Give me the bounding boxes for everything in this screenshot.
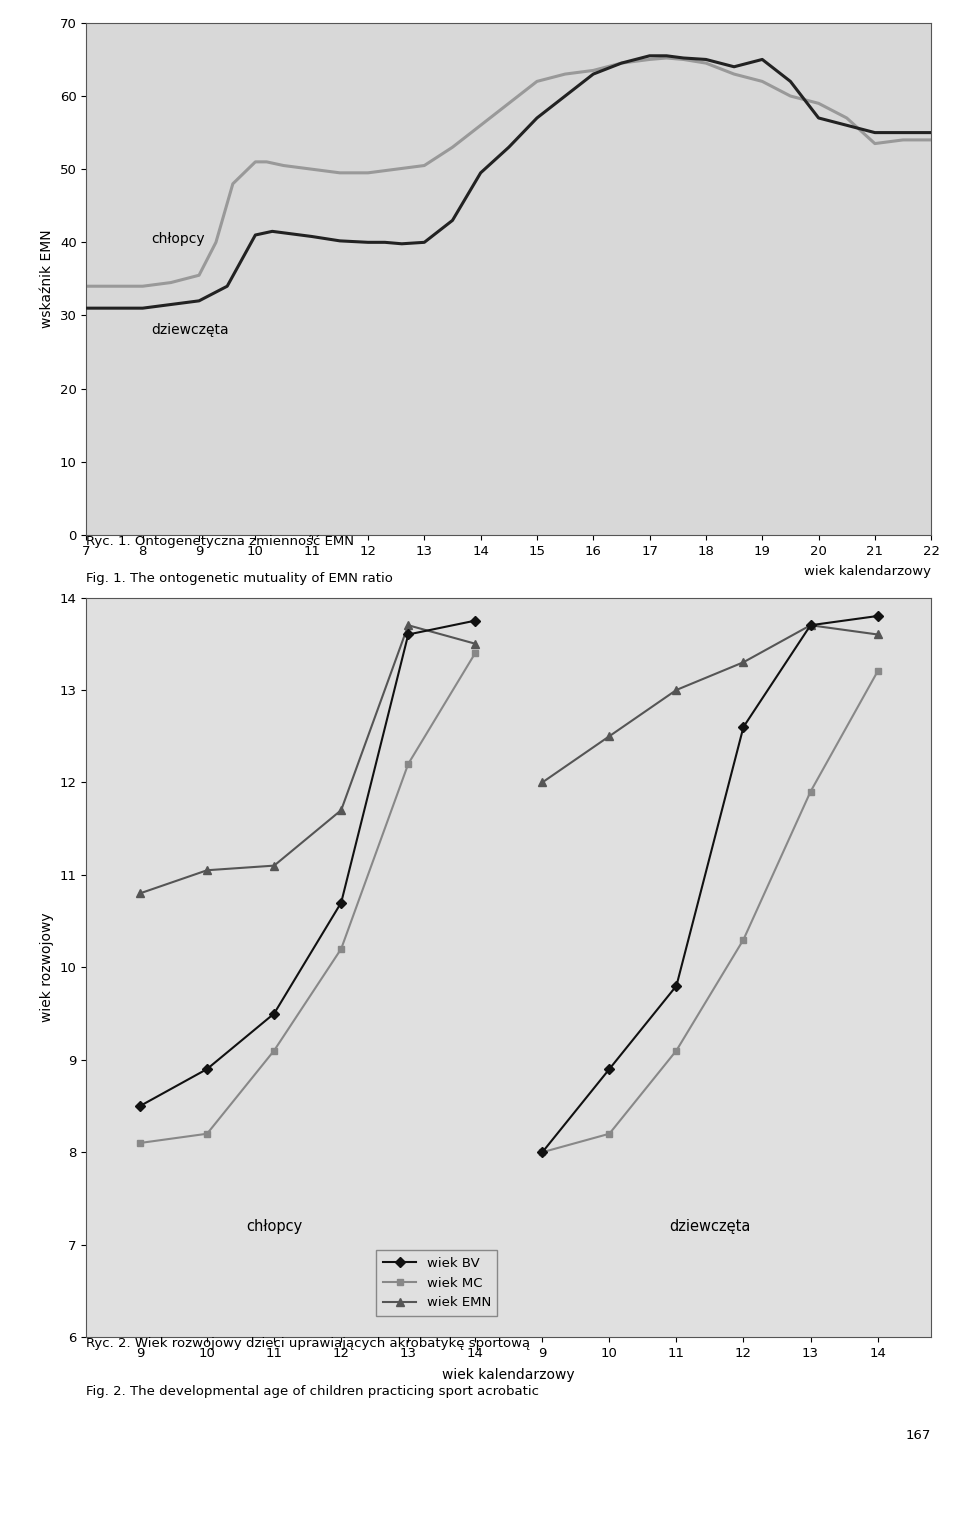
Text: chłopcy: chłopcy [246,1218,302,1234]
Bar [495,598,951,1337]
Text: dziewczęta: dziewczęta [151,323,228,337]
Text: 167: 167 [906,1429,931,1443]
Text: dziewczęta: dziewczęta [669,1218,751,1234]
Text: wiek kalendarzowy: wiek kalendarzowy [443,1368,575,1382]
Y-axis label: wiek rozwojowy: wiek rozwojowy [40,912,54,1022]
Text: Ryc. 1. Ontogenetyczna zmienność EMN: Ryc. 1. Ontogenetyczna zmienność EMN [86,535,354,547]
Y-axis label: wskaźnik EMN: wskaźnik EMN [40,230,55,328]
Text: Fig. 2. The developmental age of children practicing sport acrobatic: Fig. 2. The developmental age of childre… [86,1385,540,1398]
Legend: wiek BV, wiek MC, wiek EMN: wiek BV, wiek MC, wiek EMN [376,1250,497,1316]
Text: Ryc. 2. Wiek rozwojowy dzieci uprawiających akrobatykę sportową: Ryc. 2. Wiek rozwojowy dzieci uprawiając… [86,1337,531,1350]
Bar [86,598,495,1337]
Text: Fig. 1. The ontogenetic mutuality of EMN ratio: Fig. 1. The ontogenetic mutuality of EMN… [86,572,394,586]
Text: chłopcy: chłopcy [151,232,204,246]
Text: wiek kalendarzowy: wiek kalendarzowy [804,566,931,578]
